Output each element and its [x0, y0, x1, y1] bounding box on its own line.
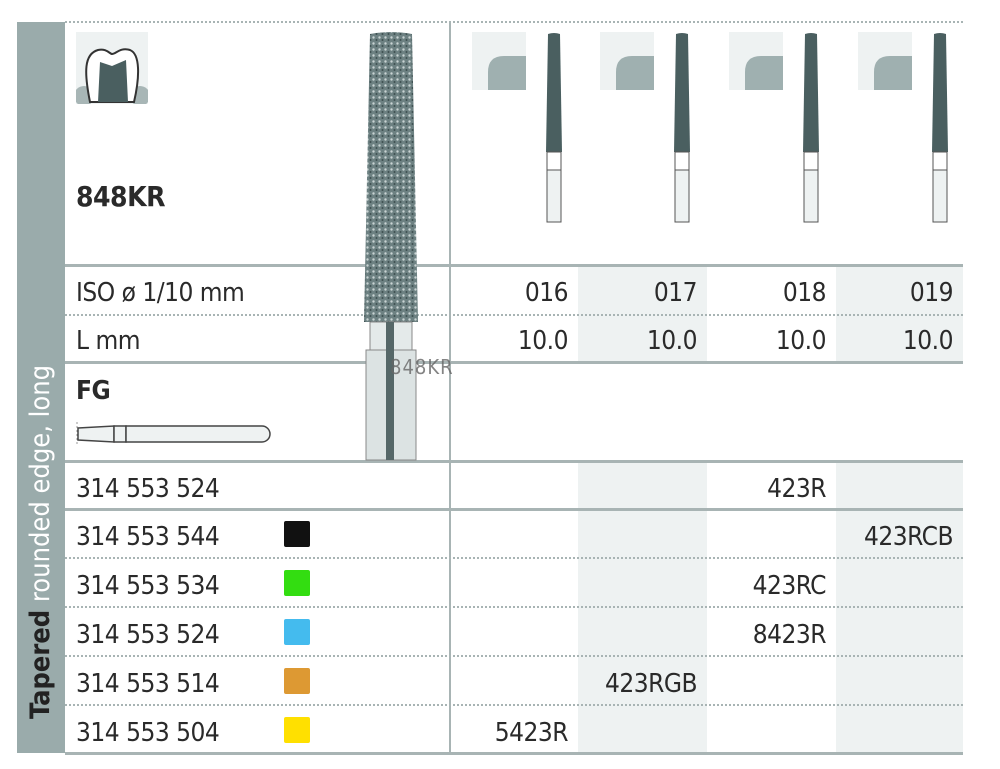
product-code: 848KR	[76, 180, 166, 213]
length-label: L mm	[76, 326, 141, 356]
length-value: 10.0	[646, 326, 698, 356]
divider	[65, 655, 963, 657]
catalog-number: 423RGB	[604, 669, 698, 699]
catalog-number: 5423R	[494, 718, 569, 748]
category-light: rounded edge, long	[25, 364, 56, 603]
column-divider	[449, 22, 451, 753]
iso-size: 016	[524, 278, 569, 308]
bur-profile-icon	[472, 32, 562, 223]
ref-number: 314 553 524	[76, 474, 220, 504]
catalog-number: 423RCB	[864, 522, 953, 552]
diamond-bur-image	[364, 32, 418, 461]
iso-label: ISO ø 1/10 mm	[76, 278, 245, 308]
divider	[65, 606, 963, 608]
color-code-swatch	[284, 668, 310, 694]
color-code-swatch	[284, 619, 310, 645]
tooth-crown-icon	[76, 32, 148, 104]
ref-number: 314 553 534	[76, 571, 220, 601]
shank-type: FG	[76, 376, 111, 406]
category-bold: Tapered	[25, 609, 56, 719]
divider	[65, 314, 963, 316]
divider	[65, 361, 963, 364]
iso-size: 019	[909, 278, 954, 308]
divider	[65, 264, 963, 267]
bur-profile-icon	[858, 32, 948, 223]
shade-col-2-lower	[578, 463, 707, 753]
color-code-swatch	[284, 521, 310, 547]
divider	[65, 21, 963, 23]
ref-number: 314 553 504	[76, 718, 220, 748]
divider	[65, 557, 963, 559]
ref-number: 314 553 524	[76, 620, 220, 650]
divider	[65, 752, 963, 755]
bur-overlay-text: 848KR	[390, 355, 454, 379]
divider	[65, 508, 963, 511]
shade-col-4-lower	[836, 463, 963, 753]
bur-profile-icon	[600, 32, 690, 223]
divider	[65, 460, 963, 463]
length-value: 10.0	[517, 326, 569, 356]
length-value: 10.0	[775, 326, 827, 356]
catalog-number: 8423R	[752, 620, 827, 650]
bur-profile-icon	[729, 32, 819, 223]
color-code-swatch	[284, 570, 310, 596]
divider	[65, 704, 963, 706]
ref-number: 314 553 544	[76, 522, 220, 552]
catalog-number: 423RC	[752, 571, 827, 601]
length-value: 10.0	[902, 326, 954, 356]
color-code-swatch	[284, 717, 310, 743]
ref-number: 314 553 514	[76, 669, 220, 699]
iso-size: 018	[782, 278, 827, 308]
fg-shank-icon	[76, 422, 271, 446]
catalog-number: 423R	[767, 474, 826, 504]
category-sidebar: Tapered rounded edge, long	[17, 22, 65, 753]
iso-size: 017	[653, 278, 698, 308]
